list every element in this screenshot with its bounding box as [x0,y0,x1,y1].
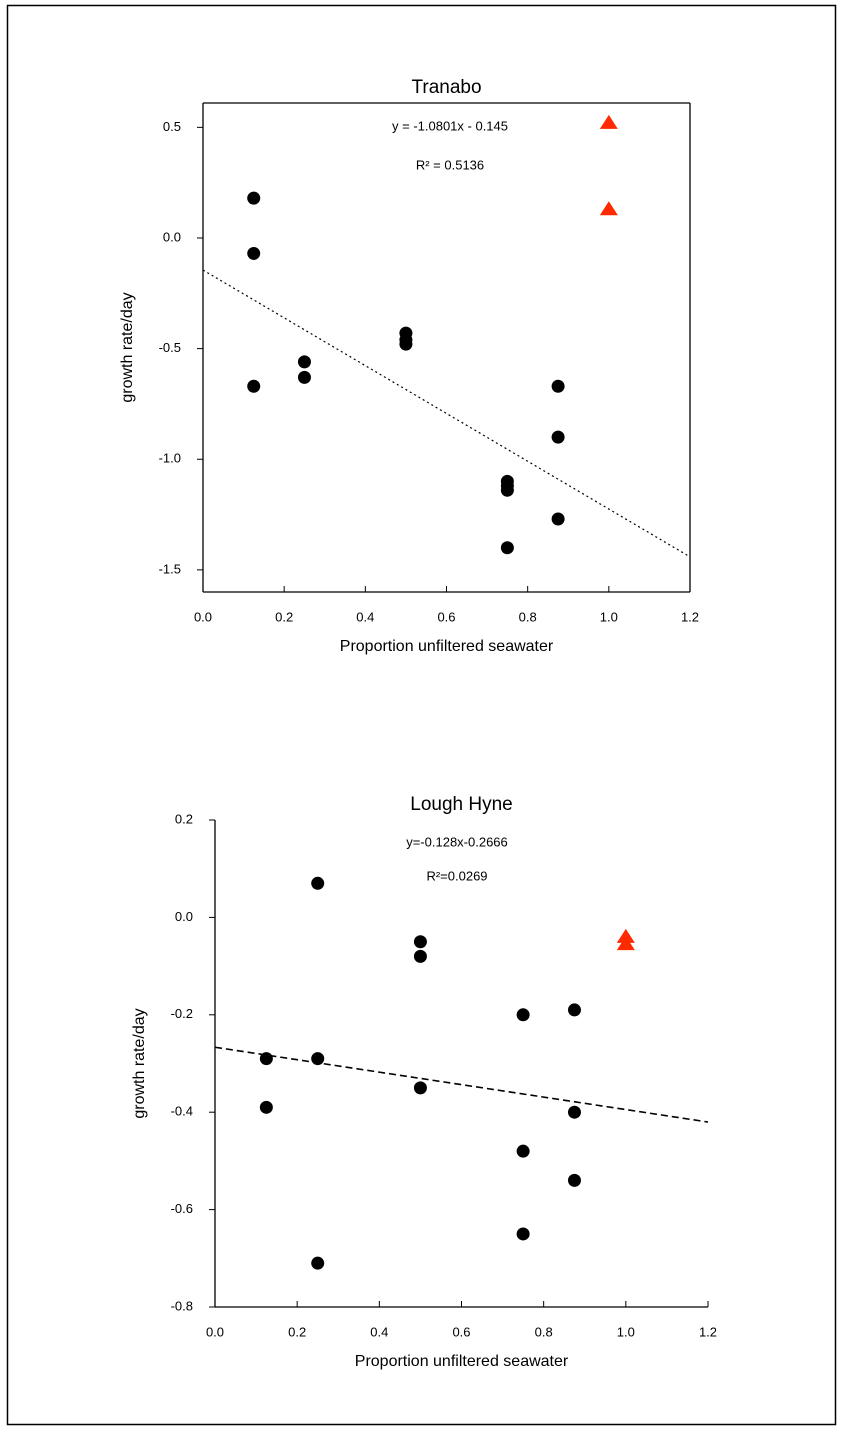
y-tick-label: -0.6 [171,1201,193,1216]
point [551,430,565,444]
point [616,928,635,943]
point [516,1008,530,1022]
x-tick-label: 1.0 [600,609,618,624]
point [247,246,261,260]
x-tick-label: 0.8 [535,1324,553,1339]
point [311,876,325,890]
point [311,1052,325,1066]
point [297,370,311,384]
point [247,379,261,393]
point [311,1256,325,1270]
y-tick-label: -1.5 [159,561,181,576]
x-axis-label: Proportion unfiltered seawater [340,638,554,655]
y-tick-label: -0.2 [171,1006,193,1021]
point [247,191,261,205]
y-axis-label: growth rate/day [119,292,136,402]
point [259,1100,273,1114]
y-tick-label: 0.0 [175,909,193,924]
x-tick-label: 0.6 [452,1324,470,1339]
trend-line [202,269,691,558]
y-axis-label: growth rate/day [131,1008,148,1118]
equation-annotation: y = -1.0801x - 0.145 [392,118,508,133]
x-tick-label: 1.2 [681,609,699,624]
x-tick-label: 0.4 [356,609,374,624]
point [516,1144,530,1158]
x-tick-label: 1.2 [699,1324,717,1339]
point [567,1173,581,1187]
y-tick-label: -1.0 [159,451,181,466]
point [567,1003,581,1017]
point [500,541,514,555]
x-tick-label: 0.2 [275,609,293,624]
y-tick-label: -0.8 [171,1298,193,1313]
x-tick-label: 0.4 [370,1324,388,1339]
equation-annotation: R²=0.0269 [426,868,487,883]
x-axis-label: Proportion unfiltered seawater [355,1353,569,1370]
y-tick-label: -0.5 [159,340,181,355]
equation-annotation: R² = 0.5136 [416,157,484,172]
y-tick-label: 0.2 [175,811,193,826]
x-tick-label: 0.0 [194,609,212,624]
point [551,512,565,526]
chart-title: Lough Hyne [410,794,512,815]
point [616,936,635,951]
x-tick-label: 1.0 [617,1324,635,1339]
figure-border [6,4,837,1426]
point [516,1227,530,1241]
equation-annotation: y=-0.128x-0.2666 [406,834,508,849]
point [567,1105,581,1119]
point [551,379,565,393]
point [599,201,618,216]
x-tick-label: 0.2 [288,1324,306,1339]
point [500,483,514,497]
y-tick-label: 0.5 [163,119,181,134]
point [413,949,427,963]
chart-title: Tranabo [411,77,481,98]
point [413,935,427,949]
trend-line [214,1046,709,1123]
x-tick-label: 0.0 [206,1324,224,1339]
y-tick-label: -0.4 [171,1104,193,1119]
point [399,337,413,351]
point [413,1081,427,1095]
point [259,1052,273,1066]
y-tick-label: 0.0 [163,229,181,244]
point [599,114,618,129]
x-tick-label: 0.8 [519,609,537,624]
x-tick-label: 0.6 [437,609,455,624]
point [297,355,311,369]
